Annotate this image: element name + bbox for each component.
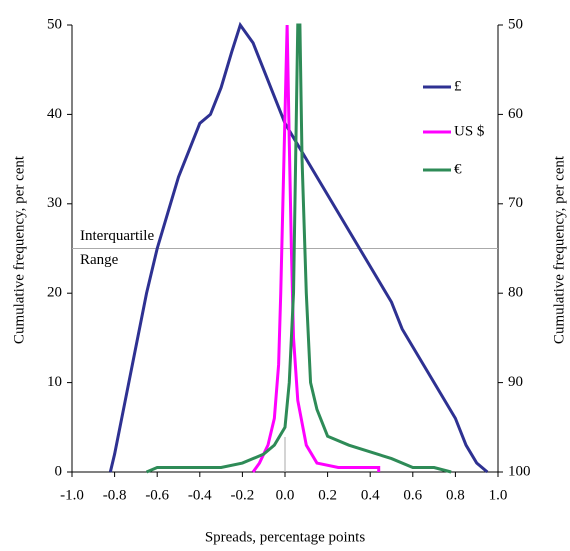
y-axis-label: Cumulative frequency, per cent xyxy=(11,155,27,344)
legend-label: € xyxy=(454,161,462,177)
series-line xyxy=(251,24,381,473)
y2-tick-label: 80 xyxy=(508,285,523,301)
x-tick-label: 0.6 xyxy=(403,487,422,503)
y2-tick-label: 50 xyxy=(508,16,523,32)
y2-axis-label: Cumulative frequency, per cent xyxy=(551,155,567,344)
x-tick-label: -0.6 xyxy=(145,487,169,503)
annotation: Range xyxy=(80,252,119,268)
y-tick-label: 0 xyxy=(55,463,63,479)
x-tick-label: 0.0 xyxy=(276,487,295,503)
y-tick-label: 50 xyxy=(47,16,62,32)
x-tick-label: -1.0 xyxy=(60,487,84,503)
y-tick-label: 10 xyxy=(47,374,62,390)
y-tick-label: 40 xyxy=(47,106,62,122)
y-tick-label: 30 xyxy=(47,195,62,211)
y2-tick-label: 100 xyxy=(508,463,531,479)
legend-label: US $ xyxy=(454,123,485,139)
y2-tick-label: 60 xyxy=(508,106,523,122)
legend-label: £ xyxy=(454,78,462,94)
x-tick-label: 0.2 xyxy=(318,487,337,503)
series-line xyxy=(145,23,452,474)
x-tick-label: -0.8 xyxy=(103,487,127,503)
x-tick-label: -0.2 xyxy=(231,487,255,503)
x-axis-label: Spreads, percentage points xyxy=(205,529,366,545)
y-tick-label: 20 xyxy=(47,285,62,301)
x-tick-label: 0.4 xyxy=(361,487,380,503)
x-tick-label: 0.8 xyxy=(446,487,465,503)
x-tick-label: -0.4 xyxy=(188,487,212,503)
y2-tick-label: 70 xyxy=(508,195,523,211)
x-tick-label: 1.0 xyxy=(489,487,508,503)
y2-tick-label: 90 xyxy=(508,374,523,390)
annotation: Interquartile xyxy=(80,228,154,244)
